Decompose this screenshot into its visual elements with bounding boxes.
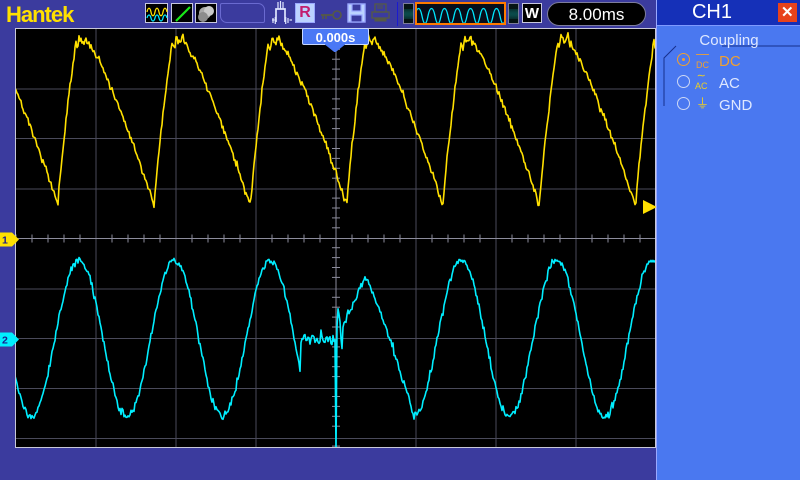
svg-text:1: 1 [2,234,8,246]
svg-text:2: 2 [2,335,8,347]
